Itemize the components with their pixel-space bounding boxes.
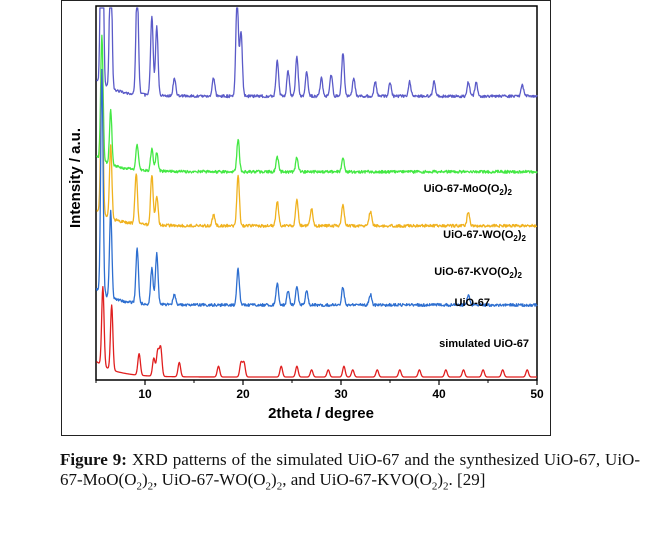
series-trace [96, 7, 538, 99]
series-trace [96, 69, 538, 228]
plot-area [95, 5, 538, 381]
x-axis-title: 2theta / degree [268, 405, 374, 422]
series-trace [95, 34, 538, 174]
series-trace [95, 68, 538, 308]
series-labels: UiO-67-MoO(O2)2 UiO-67-WO(O2)2 UiO-67-KVO(… [424, 183, 529, 350]
series-label: UiO-67-KVO(O2)2 [434, 266, 522, 280]
caption-label: Figure 9: [60, 450, 127, 469]
series-label: UiO-67-MoO(O2)2 [424, 183, 513, 197]
series-trace [96, 285, 538, 378]
caption-text: XRD patterns of the simulated UiO-67 and… [60, 450, 640, 493]
series-label: simulated UiO-67 [439, 338, 529, 350]
x-tick-label: 30 [334, 387, 348, 401]
x-tick-label: 50 [530, 387, 544, 401]
x-tick-label: 10 [138, 387, 152, 401]
figure-caption: Figure 9: XRD patterns of the simulated … [60, 450, 640, 496]
series-label: UiO-67 [455, 297, 490, 309]
x-tick-label: 40 [432, 387, 446, 401]
axes: 10 20 30 40 50 [95, 5, 544, 401]
x-tick-label: 20 [236, 387, 250, 401]
series-layer [95, 7, 538, 378]
y-axis-title: Intensity / a.u. [67, 128, 84, 228]
series-label: UiO-67-WO(O2)2 [443, 229, 526, 243]
xrd-chart: 10 20 30 40 50 UiO-67-MoO(O2)2 UiO-67-WO(O2)2… [67, 5, 544, 422]
